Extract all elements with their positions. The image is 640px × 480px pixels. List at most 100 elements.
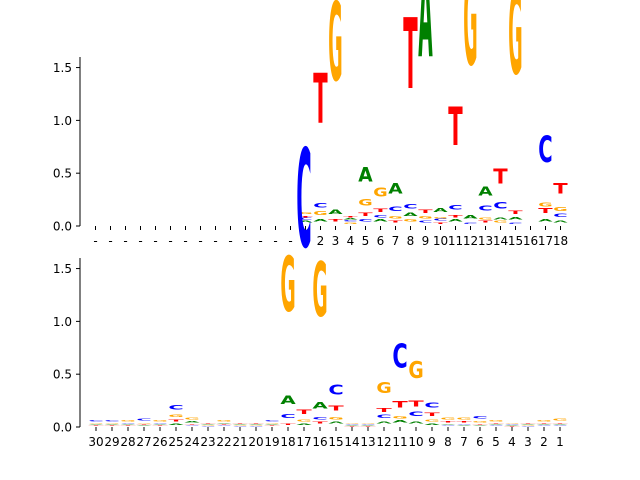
logo-letter-t: T bbox=[520, 423, 536, 424]
logo-letter-a: A bbox=[298, 220, 313, 223]
logo-letter-a: A bbox=[248, 424, 264, 425]
x-tick-label: 4 bbox=[347, 234, 355, 248]
logo-letter-c: C bbox=[463, 222, 477, 224]
logo-letter-a: A bbox=[373, 219, 388, 223]
logo-letter-t: T bbox=[328, 404, 344, 413]
x-tick-label: 9 bbox=[428, 435, 436, 449]
logo-letter-t: T bbox=[373, 208, 388, 213]
x-tick-label: 3 bbox=[332, 234, 340, 248]
logo-letter-c: C bbox=[152, 423, 167, 424]
logo-letter-a: A bbox=[312, 400, 327, 411]
logo-letter-g: G bbox=[418, 215, 432, 219]
logo-letter-t: T bbox=[328, 218, 343, 222]
logo-letter-t: T bbox=[488, 423, 504, 424]
logo-letter-t: T bbox=[552, 423, 568, 424]
logo-letter-g: G bbox=[296, 419, 311, 422]
logo-letter-a: A bbox=[388, 180, 403, 196]
logo-letter-t: T bbox=[424, 412, 439, 417]
logo-letter-c: C bbox=[328, 383, 343, 398]
x-tick-label: 14 bbox=[344, 435, 359, 449]
logo-letter-c: C bbox=[376, 414, 391, 419]
logo-letter-a: A bbox=[456, 425, 472, 426]
logo-letter-a: A bbox=[152, 424, 168, 425]
logo-letter-a: A bbox=[538, 219, 553, 223]
x-tick-label: 12 bbox=[376, 435, 391, 449]
x-tick-label: 25 bbox=[168, 435, 183, 449]
logo-letter-g: G bbox=[493, 220, 507, 223]
logo-letter-t: T bbox=[264, 425, 280, 426]
logo-letter-g: G bbox=[358, 198, 372, 208]
y-tick-label: 0.0 bbox=[53, 220, 72, 234]
x-tick-label: 1 bbox=[302, 234, 310, 248]
logo-letter-t: T bbox=[312, 421, 327, 424]
logo-letter-a: A bbox=[478, 184, 493, 199]
x-tick-label: 28 bbox=[120, 435, 135, 449]
logo-letter-t: T bbox=[280, 423, 296, 425]
logo-letter-t: T bbox=[152, 425, 168, 426]
logo-letter-g: G bbox=[373, 185, 387, 200]
x-tick-label: 8 bbox=[407, 234, 415, 248]
logo-letter-g: G bbox=[136, 423, 151, 424]
x-tick-label: 26 bbox=[152, 435, 167, 449]
logo-letter-c: C bbox=[456, 424, 471, 425]
x-tick-label: - bbox=[273, 234, 277, 248]
logo-letter-a: A bbox=[440, 424, 456, 425]
logo-letter-g: G bbox=[424, 419, 439, 422]
logo-letter-g: G bbox=[152, 420, 167, 422]
x-tick-label: 18 bbox=[280, 435, 295, 449]
x-tick-label: 17 bbox=[296, 435, 311, 449]
logo-letter-t: T bbox=[200, 423, 216, 424]
logo-letter-a: A bbox=[376, 421, 391, 424]
logo-letter-c: C bbox=[388, 205, 402, 212]
logo-letter-a: A bbox=[232, 424, 248, 425]
x-tick-label: 11 bbox=[448, 234, 463, 248]
logo-letter-t: T bbox=[440, 421, 456, 423]
logo-letter-t: T bbox=[298, 216, 313, 218]
logo-letter-c: C bbox=[433, 218, 447, 221]
logo-letter-a: A bbox=[463, 214, 478, 219]
x-tick-label: 19 bbox=[264, 435, 279, 449]
x-tick-label: 2 bbox=[317, 234, 325, 248]
logo-letter-g: G bbox=[328, 416, 343, 420]
logo-letter-g: G bbox=[104, 423, 119, 424]
logo-letter-t: T bbox=[448, 98, 462, 158]
x-tick-label: - bbox=[288, 234, 292, 248]
logo-letter-c: C bbox=[184, 425, 199, 426]
logo-letter-g: G bbox=[376, 380, 391, 398]
logo-letter-a: A bbox=[200, 424, 216, 425]
x-tick-label: - bbox=[138, 234, 142, 248]
logo-letter-c: C bbox=[168, 404, 183, 411]
logo-letter-t: T bbox=[418, 209, 433, 214]
x-tick-label: 23 bbox=[200, 435, 215, 449]
logo-letter-a: A bbox=[313, 219, 328, 223]
logo-letter-g: G bbox=[536, 420, 551, 422]
logo-letter-c: C bbox=[264, 420, 279, 422]
x-tick-label: 17 bbox=[538, 234, 553, 248]
logo-letter-c: C bbox=[538, 129, 552, 171]
x-tick-label: 27 bbox=[136, 435, 151, 449]
logo-letter-a: A bbox=[328, 421, 343, 424]
x-tick-label: 15 bbox=[328, 435, 343, 449]
logo-letter-t: T bbox=[538, 206, 553, 215]
logo-letter-c: C bbox=[472, 415, 487, 419]
x-tick-label: 6 bbox=[377, 234, 385, 248]
x-tick-label: 10 bbox=[408, 435, 423, 449]
logo-letter-g: G bbox=[232, 426, 247, 427]
logo-letter-g: G bbox=[313, 210, 327, 216]
logo-letter-t: T bbox=[232, 423, 248, 424]
logo-letter-c: C bbox=[440, 425, 455, 426]
logo-letter-c: C bbox=[120, 423, 135, 424]
logo-letter-g: G bbox=[552, 418, 567, 421]
x-tick-label: 6 bbox=[476, 435, 484, 449]
logo-letter-g: G bbox=[472, 421, 487, 423]
y-tick-label: 1.0 bbox=[53, 315, 72, 329]
logo-letter-a: A bbox=[358, 163, 373, 187]
logo-letter-c: C bbox=[313, 202, 327, 209]
logo-letter-g: G bbox=[298, 212, 312, 215]
bottom-logo-panel: 0.00.51.01.530TAGC29TAGC28TACG27ATGC26TA… bbox=[53, 121, 568, 449]
logo-letter-t: T bbox=[313, 59, 328, 139]
logo-letter-t: T bbox=[433, 222, 448, 224]
logo-letter-g: G bbox=[408, 357, 423, 385]
logo-letter-c: C bbox=[88, 420, 103, 422]
